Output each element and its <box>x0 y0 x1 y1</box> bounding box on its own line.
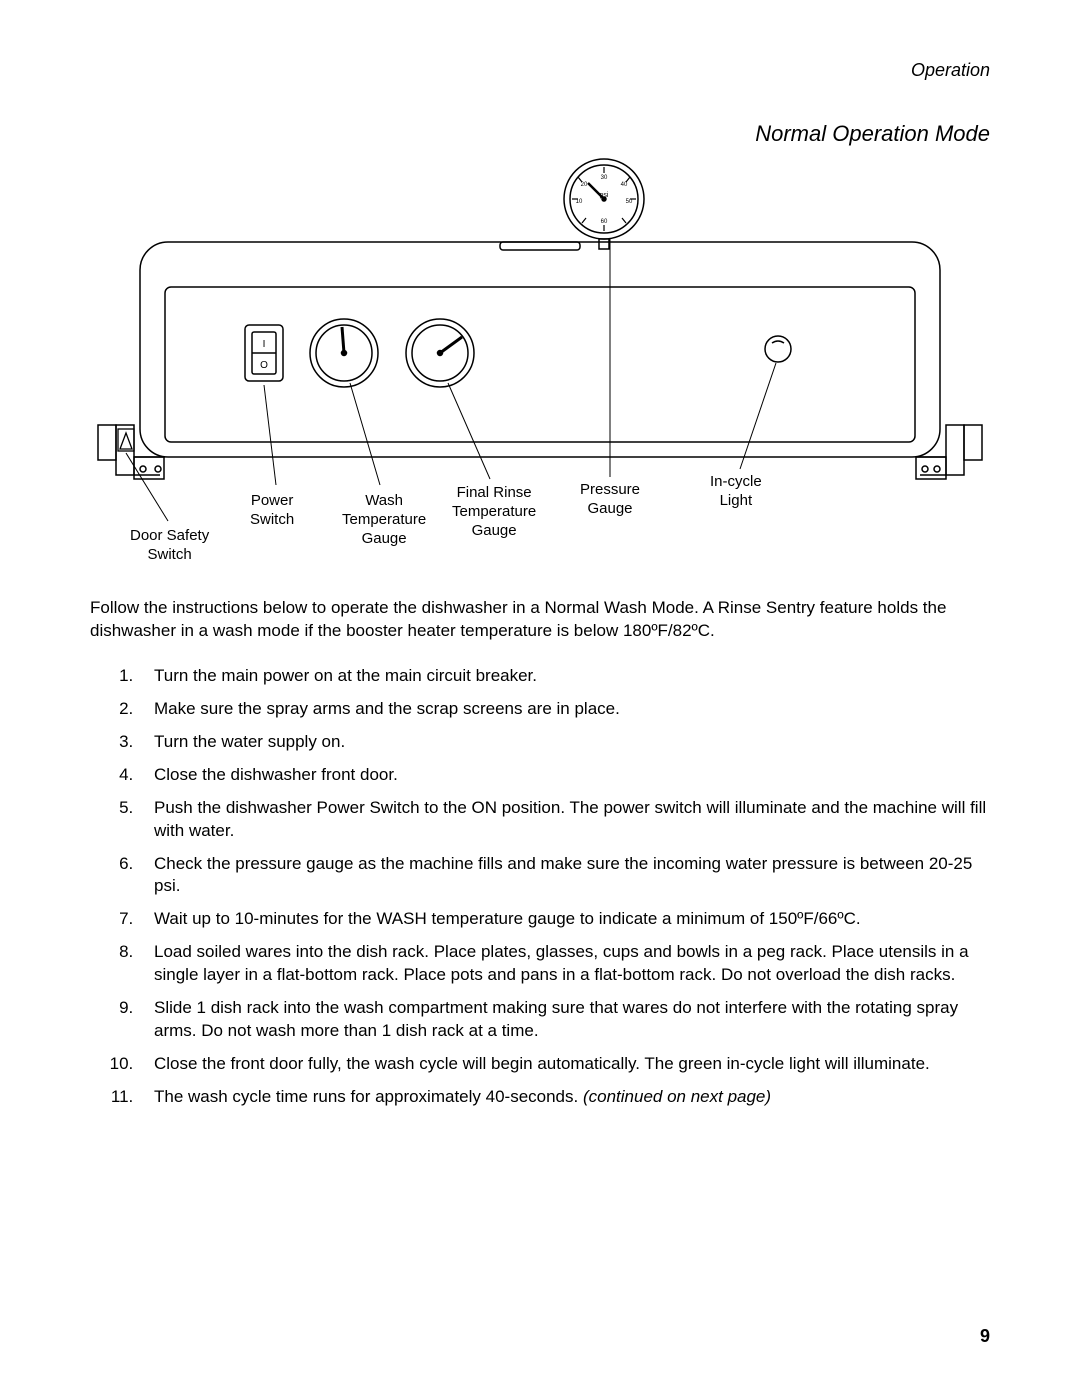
step-item: Close the front door fully, the wash cyc… <box>138 1053 990 1076</box>
callout-in-cycle-light: In-cycleLight <box>710 473 762 511</box>
control-panel-diagram: psi 10 20 30 40 50 60 I O <box>90 157 990 567</box>
step-item: Slide 1 dish rack into the wash compartm… <box>138 997 990 1043</box>
callout-final-rinse-gauge: Final RinseTemperatureGauge <box>452 484 536 540</box>
page-number: 9 <box>980 1326 990 1347</box>
callout-power-switch: PowerSwitch <box>250 492 294 530</box>
operation-steps: Turn the main power on at the main circu… <box>90 665 990 1109</box>
svg-text:O: O <box>260 360 268 371</box>
svg-text:20: 20 <box>581 182 588 188</box>
svg-text:30: 30 <box>601 175 608 181</box>
step-item: Turn the water supply on. <box>138 731 990 754</box>
page-title: Normal Operation Mode <box>90 121 990 147</box>
svg-text:I: I <box>263 339 266 350</box>
step-item: Check the pressure gauge as the machine … <box>138 853 990 899</box>
intro-paragraph: Follow the instructions below to operate… <box>90 597 990 643</box>
callout-pressure-gauge: PressureGauge <box>580 481 640 519</box>
step-item: Push the dishwasher Power Switch to the … <box>138 797 990 843</box>
step-item: Make sure the spray arms and the scrap s… <box>138 698 990 721</box>
step-item: The wash cycle time runs for approximate… <box>138 1086 990 1109</box>
svg-text:40: 40 <box>621 182 628 188</box>
step-item: Wait up to 10-minutes for the WASH tempe… <box>138 908 990 931</box>
step-item: Close the dishwasher front door. <box>138 764 990 787</box>
svg-text:10: 10 <box>576 199 583 205</box>
header-section: Operation <box>90 60 990 81</box>
step-item: Turn the main power on at the main circu… <box>138 665 990 688</box>
step-11-continued: (continued on next page) <box>583 1087 771 1106</box>
step-item: Load soiled wares into the dish rack. Pl… <box>138 941 990 987</box>
callout-wash-temp-gauge: WashTemperatureGauge <box>342 492 426 548</box>
gauge-unit-label: psi <box>600 192 609 199</box>
svg-text:50: 50 <box>626 199 633 205</box>
svg-text:60: 60 <box>601 219 608 225</box>
callout-door-safety-switch: Door SafetySwitch <box>130 527 209 565</box>
step-11-text: The wash cycle time runs for approximate… <box>154 1087 583 1106</box>
